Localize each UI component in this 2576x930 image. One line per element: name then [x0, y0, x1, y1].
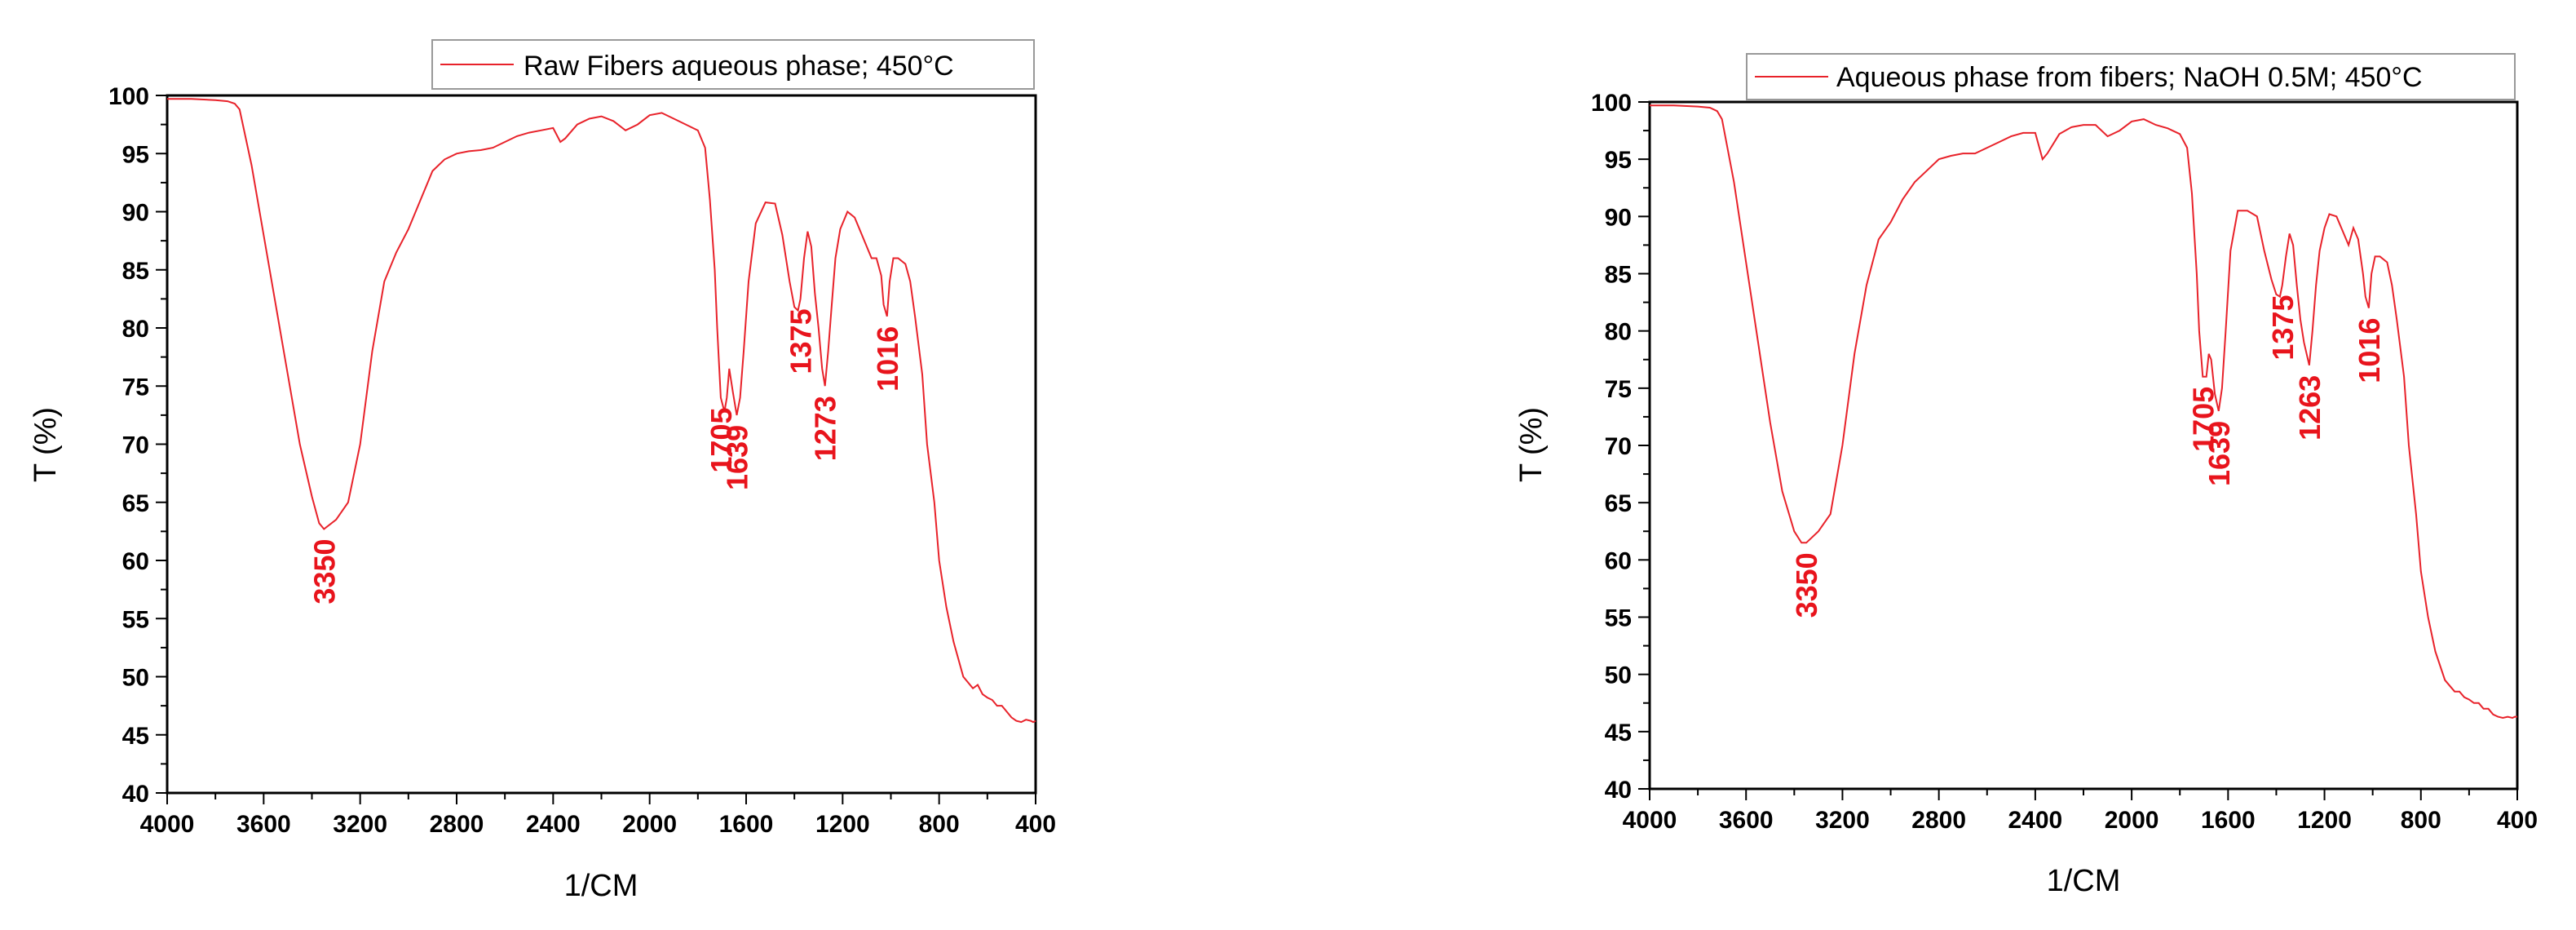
y-tick-label: 100: [108, 83, 149, 110]
chart-raw-fibers: 4000 3600 3200 2800 2400 2000 1600 1200 800 400 4…: [29, 39, 1056, 903]
y-tick-label: 45: [122, 723, 149, 750]
y-tick-label: 60: [1605, 547, 1632, 574]
legend-box: [1746, 53, 2516, 100]
x-tick-label: 2000: [2105, 807, 2159, 834]
x-tick-label: 3600: [236, 811, 291, 838]
y-axis-title: T (%): [29, 407, 63, 482]
x-tick-label: 1200: [815, 811, 870, 838]
peak-label: 1639: [721, 425, 754, 490]
x-tick-label: 3200: [1815, 807, 1870, 834]
legend-label: Raw Fibers aqueous phase; 450°C: [524, 51, 954, 82]
peak-label: 1705: [705, 408, 738, 473]
y-tick-label: 90: [1605, 204, 1632, 231]
legend-label: Aqueous phase from fibers; NaOH 0.5M; 45…: [1836, 62, 2423, 93]
y-tick-label: 60: [122, 548, 149, 575]
legend-box: [431, 39, 1035, 90]
y-tick-label: 75: [122, 374, 149, 401]
axis-ticks: [156, 95, 1036, 804]
spectrum-line: [167, 98, 1036, 724]
peak-label: 1375: [2266, 295, 2300, 361]
x-tick-label: 1200: [2297, 807, 2352, 834]
x-tick-label: 4000: [140, 811, 195, 838]
y-tick-label: 70: [122, 432, 149, 459]
spectrum-line: [1650, 104, 2517, 720]
chart-naoh-fibers: 4000 3600 3200 2800 2400 2000 1600 1200 800 400 4…: [1514, 53, 2538, 898]
peak-label: 1375: [784, 308, 818, 374]
x-tick-labels: 4000 3600 3200 2800 2400 2000 1600 1200 800 400: [140, 811, 1056, 838]
x-axis-title: 1/CM: [2047, 864, 2121, 898]
plot-frame: [1648, 100, 2519, 790]
peak-label: 1263: [2293, 375, 2326, 441]
x-tick-labels: 4000 3600 3200 2800 2400 2000 1600 1200 800 400: [1623, 807, 2538, 834]
x-tick-label: 2400: [526, 811, 581, 838]
y-tick-label: 80: [122, 316, 149, 343]
y-tick-label: 50: [122, 665, 149, 692]
x-tick-label: 2400: [2008, 807, 2063, 834]
peak-label: 1705: [2186, 387, 2220, 452]
x-tick-label: 400: [1015, 811, 1056, 838]
y-tick-label: 65: [1605, 490, 1632, 517]
y-tick-label: 70: [1605, 433, 1632, 460]
y-tick-label: 80: [1605, 319, 1632, 346]
y-tick-label: 90: [122, 200, 149, 227]
x-tick-label: 1600: [2201, 807, 2256, 834]
legend: Aqueous phase from fibers; NaOH 0.5M; 45…: [1746, 53, 2516, 100]
y-tick-label: 40: [1605, 777, 1632, 804]
peak-label: 1016: [871, 326, 904, 392]
y-tick-label: 50: [1605, 662, 1632, 689]
y-tick-label: 40: [122, 781, 149, 808]
x-tick-label: 3600: [1719, 807, 1774, 834]
axis-ticks: [1638, 101, 2518, 800]
x-tick-label: 2800: [1911, 807, 1966, 834]
x-axis-title: 1/CM: [564, 869, 638, 903]
legend: Raw Fibers aqueous phase; 450°C: [431, 39, 1035, 90]
y-tick-label: 75: [1605, 376, 1632, 403]
x-tick-label: 400: [2497, 807, 2538, 834]
peak-label: 1273: [809, 396, 842, 461]
y-tick-label: 85: [122, 258, 149, 285]
x-tick-label: 2000: [622, 811, 677, 838]
y-tick-label: 55: [1605, 605, 1632, 632]
y-tick-labels: 40 45 50 55 60 65 70 75 80 85 90 95 100: [108, 83, 149, 808]
y-tick-label: 95: [1605, 147, 1632, 174]
x-tick-label: 1600: [719, 811, 774, 838]
y-tick-label: 55: [122, 606, 149, 633]
y-tick-label: 85: [1605, 262, 1632, 289]
y-tick-label: 45: [1605, 720, 1632, 746]
peak-label: 1639: [2203, 421, 2236, 486]
y-axis-title: T (%): [1514, 407, 1549, 482]
x-tick-label: 4000: [1623, 807, 1677, 834]
y-tick-label: 65: [122, 490, 149, 517]
plot-frame: [166, 94, 1037, 795]
peak-label: 1016: [2353, 318, 2386, 383]
x-tick-label: 3200: [333, 811, 387, 838]
y-tick-label: 95: [122, 141, 149, 168]
y-tick-label: 100: [1591, 90, 1632, 117]
x-tick-label: 2800: [430, 811, 484, 838]
y-tick-labels: 40 45 50 55 60 65 70 75 80 85 90 95 100: [1591, 90, 1632, 804]
x-tick-label: 800: [2401, 807, 2441, 834]
peak-label: 3350: [1790, 552, 1823, 618]
x-tick-label: 800: [919, 811, 960, 838]
peak-label: 3350: [307, 539, 341, 604]
